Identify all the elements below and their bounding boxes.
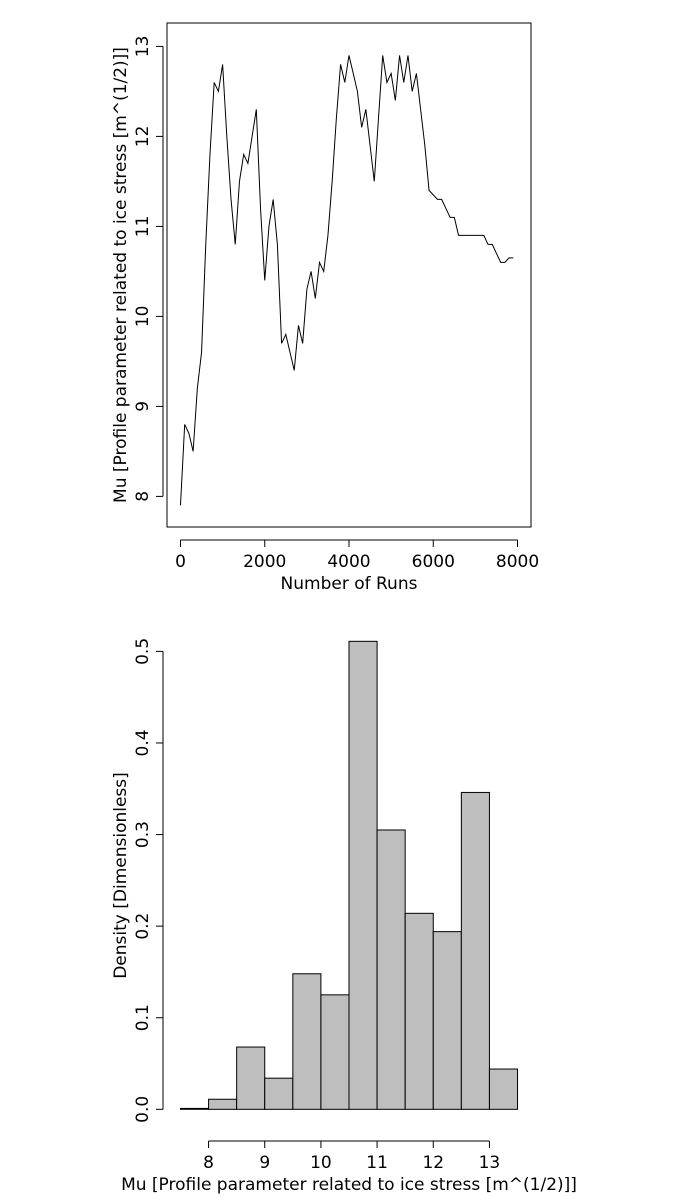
x-tick-label: 12 <box>422 1153 444 1173</box>
x-tick-label: 6000 <box>412 552 455 572</box>
y-tick-label: 0.5 <box>133 638 153 665</box>
x-tick-label: 2000 <box>243 552 286 572</box>
y-tick-label: 12 <box>133 126 153 148</box>
x-tick-label: 8000 <box>496 552 539 572</box>
x-tick-label: 0 <box>175 552 186 572</box>
histogram-bar <box>488 1068 519 1110</box>
y-axis-label: Density [Dimensionless] <box>111 772 131 979</box>
y-tick-label: 0.2 <box>133 913 153 940</box>
histogram-bar <box>236 1046 266 1110</box>
x-tick-label: 9 <box>259 1153 270 1173</box>
y-tick-label: 13 <box>133 36 153 58</box>
histogram-bar <box>432 931 462 1110</box>
y-tick-label: 9 <box>133 401 153 412</box>
histogram-bar <box>320 994 350 1110</box>
trace-line <box>179 55 514 506</box>
y-tick-label: 10 <box>133 306 153 328</box>
histogram-bar <box>348 640 378 1110</box>
y-axis-label: Mu [Profile parameter related to ice str… <box>111 47 131 503</box>
histogram-bar <box>460 791 490 1110</box>
x-tick-label: 8 <box>203 1153 214 1173</box>
x-tick-label: 13 <box>479 1153 501 1173</box>
histogram-bar <box>208 1098 238 1110</box>
x-tick-label: 11 <box>366 1153 388 1173</box>
histogram-bar <box>292 973 322 1110</box>
histogram-bar <box>376 829 406 1110</box>
histogram-bar <box>179 1107 210 1110</box>
y-tick-label: 0.3 <box>133 821 153 848</box>
y-tick-label: 0.4 <box>133 729 153 756</box>
y-tick-label: 0.1 <box>133 1004 153 1031</box>
histogram-bar <box>264 1077 294 1110</box>
y-tick-label: 8 <box>133 491 153 502</box>
y-tick-label: 0.0 <box>133 1096 153 1123</box>
x-tick-label: 10 <box>310 1153 332 1173</box>
y-tick-label: 11 <box>133 216 153 238</box>
x-tick-label: 4000 <box>327 552 370 572</box>
histogram-bar <box>404 912 434 1110</box>
x-axis-label: Mu [Profile parameter related to ice str… <box>121 1175 577 1195</box>
x-axis-label: Number of Runs <box>281 574 418 594</box>
plot-box <box>166 22 532 528</box>
